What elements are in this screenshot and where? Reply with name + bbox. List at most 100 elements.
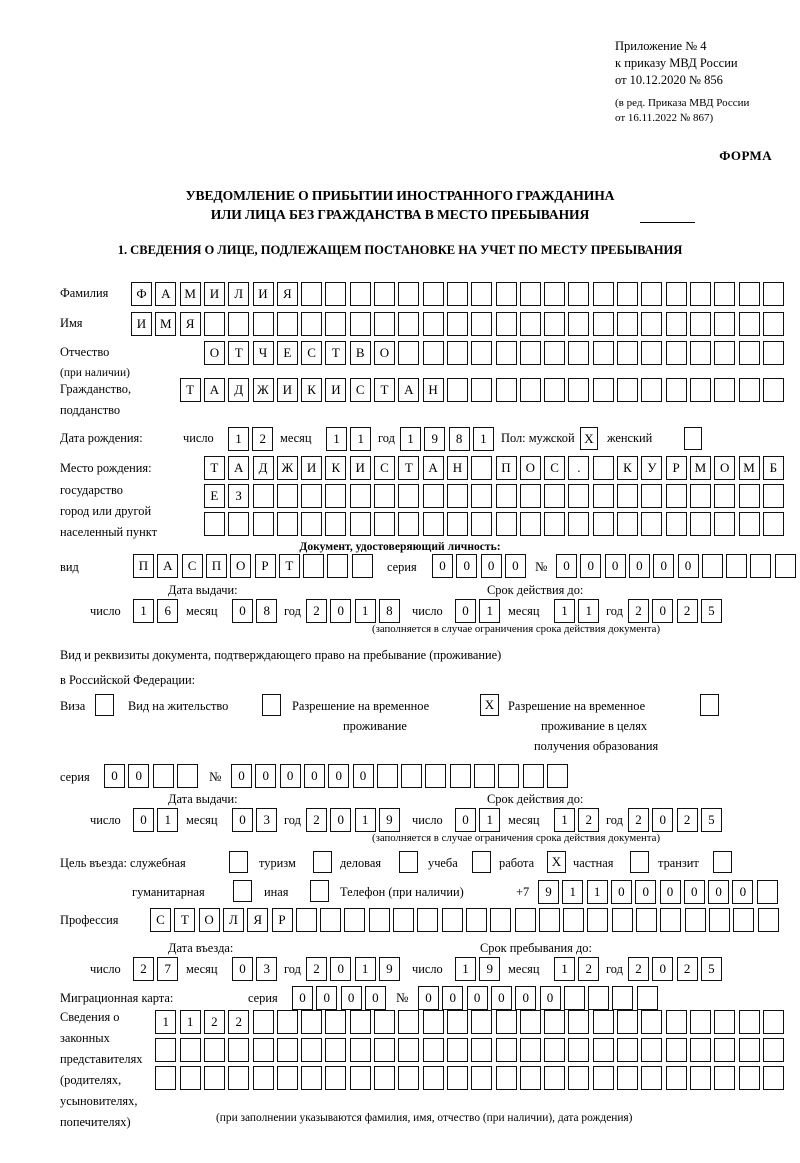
birthplace-city-cells[interactable]	[665, 484, 687, 508]
birthplace-city-cells[interactable]	[276, 484, 298, 508]
patronymic-cells[interactable]: О	[374, 341, 395, 365]
birthplace-city-cells-2[interactable]	[689, 512, 711, 536]
birthplace-state-cells[interactable]: Д	[252, 456, 274, 480]
firstname-cells[interactable]	[689, 312, 711, 336]
purpose-work-checkbox[interactable]: X	[547, 851, 566, 873]
surname-cells[interactable]	[471, 282, 493, 306]
birthplace-city-cells[interactable]	[592, 484, 614, 508]
permit-valid-month-cells[interactable]: 1	[554, 808, 575, 832]
legal-rep-row-2-cells[interactable]	[762, 1038, 784, 1062]
legal-rep-row-3-cells[interactable]	[544, 1066, 566, 1090]
patronymic-cells[interactable]	[422, 341, 444, 365]
surname-cells[interactable]	[568, 282, 590, 306]
migration-seria-cells[interactable]: 0	[292, 986, 313, 1010]
doc-number-cells[interactable]	[701, 554, 723, 578]
legal-rep-row-2-cells[interactable]	[446, 1038, 468, 1062]
legal-rep-row-1-cells[interactable]	[689, 1010, 711, 1034]
permit-number-cells[interactable]	[498, 764, 520, 788]
firstname-cells[interactable]	[738, 312, 760, 336]
legal-rep-row-2-cells[interactable]	[155, 1038, 177, 1062]
permit-number-cells[interactable]: 0	[328, 764, 350, 788]
legal-rep-row-1-cells[interactable]	[495, 1010, 517, 1034]
patronymic-cells[interactable]: Ч	[252, 341, 274, 365]
legal-rep-row-2-cells[interactable]	[179, 1038, 201, 1062]
legal-rep-row-2-cells[interactable]	[374, 1038, 395, 1062]
legal-rep-row-1-cells[interactable]	[471, 1010, 493, 1034]
birthplace-city-cells[interactable]	[568, 484, 590, 508]
birthplace-state-cells[interactable]: И	[349, 456, 371, 480]
birthplace-city-cells[interactable]	[446, 484, 468, 508]
stay-year-cells[interactable]: 0	[652, 957, 674, 981]
birthplace-state-cells[interactable]: .	[568, 456, 590, 480]
doc-issue-year-cells[interactable]: 2	[306, 599, 327, 623]
birthplace-state-cells[interactable]: О	[519, 456, 541, 480]
migration-seria-cells[interactable]: 0	[316, 986, 338, 1010]
doc-number-cells[interactable]: 0	[604, 554, 626, 578]
patronymic-cells[interactable]: О	[203, 341, 225, 365]
legal-rep-row-2-cells[interactable]	[689, 1038, 711, 1062]
birth-month-cells[interactable]: 1	[326, 427, 347, 451]
permit-seria-cells[interactable]	[152, 764, 174, 788]
profession-cells[interactable]	[441, 908, 463, 932]
legal-rep-row-2-cells[interactable]	[617, 1038, 638, 1062]
profession-cells[interactable]	[684, 908, 706, 932]
legal-rep-row-3-cells[interactable]	[714, 1066, 736, 1090]
firstname-cells[interactable]	[203, 312, 225, 336]
patronymic-cells[interactable]	[519, 341, 541, 365]
legal-rep-row-1-cells[interactable]: 2	[203, 1010, 225, 1034]
doc-number-cells[interactable]: 0	[628, 554, 650, 578]
phone-digit-cells[interactable]: 0	[708, 880, 730, 904]
firstname-cells[interactable]	[349, 312, 371, 336]
profession-cells[interactable]	[465, 908, 487, 932]
legal-rep-row-1-cells[interactable]	[398, 1010, 420, 1034]
firstname-cells[interactable]	[544, 312, 566, 336]
birth-day-cells[interactable]: 1	[228, 427, 249, 451]
citizenship-cells[interactable]	[689, 378, 711, 402]
legal-rep-row-3-cells[interactable]	[228, 1066, 250, 1090]
birthplace-state-cells[interactable]: М	[689, 456, 711, 480]
purpose-tourism-checkbox[interactable]	[313, 851, 332, 873]
legal-rep-row-1-cells[interactable]	[519, 1010, 541, 1034]
permit-issue-day-cells[interactable]: 0	[133, 808, 154, 832]
birthplace-city-cells-2[interactable]	[762, 512, 784, 536]
surname-cells[interactable]	[349, 282, 371, 306]
profession-cells[interactable]: Я	[247, 908, 269, 932]
sex-male-checkbox[interactable]: X	[580, 427, 598, 450]
migration-seria-cells[interactable]: 0	[364, 986, 386, 1010]
legal-rep-row-3-cells[interactable]	[374, 1066, 395, 1090]
citizenship-cells[interactable]	[495, 378, 517, 402]
legal-rep-row-2-cells[interactable]	[252, 1038, 274, 1062]
permit-valid-year-cells[interactable]: 0	[652, 808, 674, 832]
sex-female-checkbox[interactable]	[684, 427, 702, 450]
doc-type-cells[interactable]: П	[133, 554, 154, 578]
doc-number-cells[interactable]: 0	[556, 554, 577, 578]
permit-number-cells[interactable]: 0	[231, 764, 252, 788]
birthplace-city-cells-2[interactable]	[495, 512, 517, 536]
legal-rep-row-1-cells[interactable]	[617, 1010, 638, 1034]
profession-cells[interactable]	[538, 908, 560, 932]
birthplace-city-cells-2[interactable]	[519, 512, 541, 536]
birthplace-city-cells-2[interactable]	[544, 512, 566, 536]
legal-rep-row-2-cells[interactable]	[495, 1038, 517, 1062]
profession-cells[interactable]	[660, 908, 682, 932]
stay-day-cells[interactable]: 1	[455, 957, 476, 981]
citizenship-cells[interactable]	[471, 378, 493, 402]
entry-month-cells[interactable]: 3	[256, 957, 278, 981]
birthplace-city-cells-2[interactable]	[325, 512, 347, 536]
patronymic-cells[interactable]	[762, 341, 784, 365]
migration-number-cells[interactable]: 0	[442, 986, 464, 1010]
permit-number-cells[interactable]	[425, 764, 447, 788]
permit-valid-month-cells[interactable]: 2	[578, 808, 600, 832]
permit-number-cells[interactable]	[401, 764, 423, 788]
visa-checkbox[interactable]	[95, 694, 114, 716]
citizenship-cells[interactable]: Т	[179, 378, 201, 402]
surname-cells[interactable]	[689, 282, 711, 306]
legal-rep-row-2-cells[interactable]	[301, 1038, 323, 1062]
citizenship-cells[interactable]: Н	[422, 378, 444, 402]
firstname-cells[interactable]	[422, 312, 444, 336]
profession-cells[interactable]	[514, 908, 536, 932]
permit-number-cells[interactable]	[546, 764, 568, 788]
permit-number-cells[interactable]	[522, 764, 544, 788]
firstname-cells[interactable]: И	[131, 312, 152, 336]
stay-month-cells[interactable]: 2	[578, 957, 600, 981]
